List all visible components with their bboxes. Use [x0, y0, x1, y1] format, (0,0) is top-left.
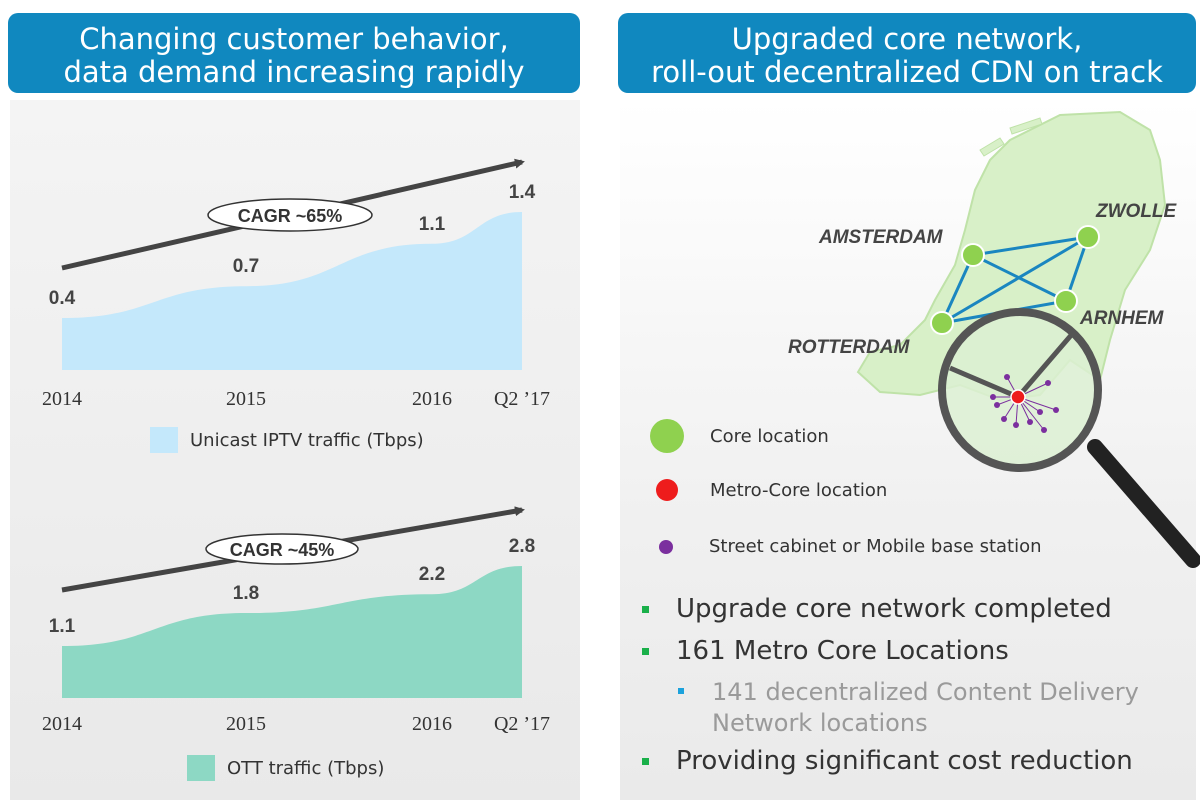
- bullet-marker-icon: [642, 606, 649, 613]
- wadden-island-2: [1009, 117, 1043, 135]
- iptv-value-label-2016: 1.1: [419, 214, 446, 235]
- iptv-tick-q2-17: Q2 ’17: [494, 388, 550, 410]
- ott-tick-2016: 2016: [412, 713, 452, 735]
- wadden-island-1: [979, 137, 1005, 157]
- street-node: [1004, 374, 1010, 380]
- core-node-zwolle: [1076, 225, 1100, 249]
- city-label-amsterdam: AMSTERDAM: [818, 227, 944, 248]
- metro-link-east: [1016, 331, 1075, 399]
- street-node: [994, 402, 1000, 408]
- iptv-legend-swatch: [150, 427, 178, 453]
- bullet-marker-icon: [642, 648, 649, 655]
- core-node-rotterdam: [930, 311, 954, 335]
- street-cabinet-icon: [659, 539, 673, 554]
- metro-core-node: [1010, 389, 1026, 405]
- ott-legend-label: OTT traffic (Tbps): [227, 757, 385, 779]
- ott-area: [62, 566, 522, 698]
- street-node: [1013, 422, 1019, 428]
- iptv-area: [62, 212, 522, 370]
- left-panel-header: Changing customer behavior, data demand …: [8, 13, 580, 93]
- magnifier-handle: [1087, 439, 1200, 568]
- link-amsterdam-zwolle: [972, 235, 1089, 257]
- iptv-tick-2016: 2016: [412, 388, 452, 410]
- chart-iptv: CAGR ~65% 0.4 0.7 1.1 1.4 2014 2015 2016…: [42, 158, 550, 410]
- legend-metro: Metro-Core location: [656, 479, 887, 501]
- street-node: [1053, 407, 1059, 413]
- core-node-arnhem: [1054, 289, 1078, 313]
- netherlands-map: AMSTERDAM ZWOLLE ROTTERDAM ARNHEM: [788, 110, 1200, 568]
- city-label-zwolle: ZWOLLE: [1095, 201, 1178, 222]
- iptv-value-label-2015: 0.7: [233, 256, 259, 277]
- street-node: [1027, 419, 1033, 425]
- city-label-rotterdam: ROTTERDAM: [788, 337, 911, 358]
- ott-cagr-label: CAGR ~45%: [230, 540, 335, 560]
- ott-tick-2014: 2014: [42, 713, 82, 735]
- core-location-icon: [650, 419, 684, 453]
- iptv-legend-label: Unicast IPTV traffic (Tbps): [190, 429, 424, 451]
- link-amsterdam-rotterdam: [940, 254, 975, 324]
- legend-street: Street cabinet or Mobile base station: [659, 536, 1042, 557]
- right-panel-header: Upgraded core network, roll-out decentra…: [618, 13, 1196, 93]
- ott-tick-2015: 2015: [226, 713, 266, 735]
- iptv-cagr-badge: [207, 198, 373, 232]
- ott-value-label-2014: 1.1: [49, 616, 76, 637]
- legend-street-label: Street cabinet or Mobile base station: [709, 536, 1042, 557]
- bullet-cost-reduction-text: Providing significant cost reduction: [676, 746, 1133, 776]
- right-header-line1: Upgraded core network,: [731, 22, 1083, 56]
- iptv-value-label-q2-17: 1.4: [509, 182, 536, 203]
- street-node: [1037, 409, 1043, 415]
- link-zwolle-rotterdam: [941, 235, 1089, 325]
- iptv-legend: Unicast IPTV traffic (Tbps): [150, 427, 424, 453]
- iptv-tick-2014: 2014: [42, 388, 82, 410]
- sub-bullet-cdn-line1: 141 decentralized Content Delivery: [712, 678, 1139, 706]
- ott-tick-q2-17: Q2 ’17: [494, 713, 550, 735]
- ott-value-label-2016: 2.2: [419, 564, 445, 585]
- ott-legend: OTT traffic (Tbps): [187, 755, 384, 781]
- street-node: [1041, 427, 1047, 433]
- iptv-cagr-label: CAGR ~65%: [238, 206, 343, 226]
- sub-bullet-cdn-line2: Network locations: [712, 709, 928, 737]
- ott-value-label-q2-17: 2.8: [509, 536, 535, 557]
- street-node: [990, 394, 996, 400]
- metro-core-location-icon: [656, 479, 678, 501]
- ott-legend-swatch: [187, 755, 215, 781]
- bullet-upgrade-core-text: Upgrade core network completed: [676, 594, 1112, 624]
- legend-metro-label: Metro-Core location: [710, 479, 888, 501]
- street-node: [1045, 380, 1051, 386]
- iptv-tick-2015: 2015: [226, 388, 266, 410]
- right-header-line2: roll-out decentralized CDN on track: [651, 55, 1163, 89]
- bullet-marker-icon: [642, 758, 649, 765]
- chart-ott: CAGR ~45% 1.1 1.8 2.2 2.8 2014 2015 2016…: [42, 506, 550, 735]
- left-header-line1: Changing customer behavior,: [79, 22, 509, 56]
- ott-value-label-2015: 1.8: [233, 583, 259, 604]
- legend-core: Core location: [650, 419, 829, 453]
- core-node-amsterdam: [961, 243, 985, 267]
- core-links: [940, 235, 1090, 325]
- iptv-value-label-2014: 0.4: [49, 288, 76, 309]
- legend-core-label: Core location: [710, 425, 829, 447]
- magnifier-icon: [938, 308, 1200, 568]
- ott-cagr-badge: [205, 533, 359, 565]
- city-label-arnhem: ARNHEM: [1079, 308, 1165, 329]
- left-header-line2: data demand increasing rapidly: [63, 55, 525, 89]
- bullet-metro-core-text: 161 Metro Core Locations: [676, 636, 1009, 666]
- metro-link-west: [949, 365, 1019, 400]
- sub-bullet-marker-icon: [678, 688, 684, 694]
- street-node: [1001, 416, 1007, 422]
